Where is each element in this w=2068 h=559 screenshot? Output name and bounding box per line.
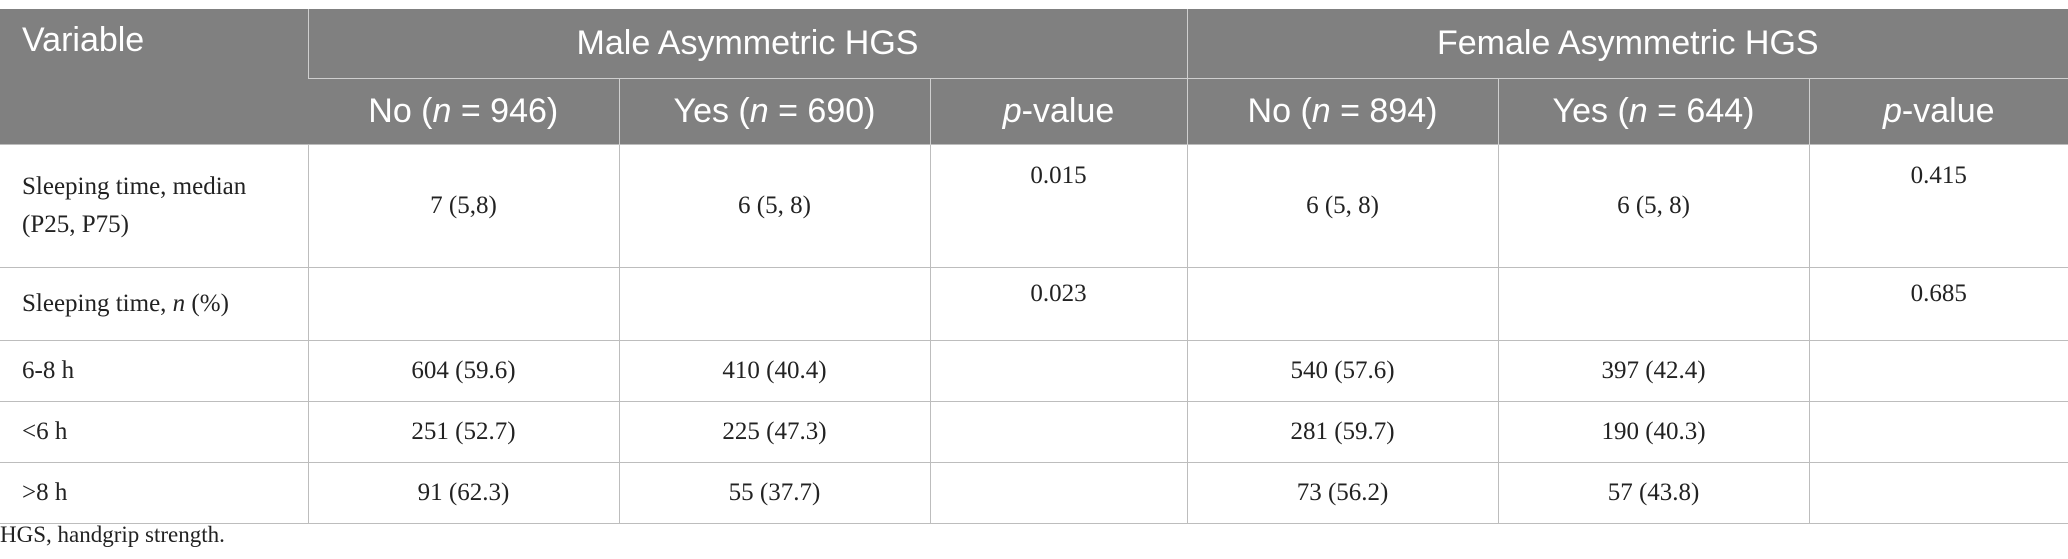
cell-female-yes: 190 (40.3) <box>1497 401 1810 463</box>
cell-female-p <box>1808 401 2068 463</box>
cell-male-p <box>929 340 1188 402</box>
header-row-groups: Variable Male Asymmetric HGS Female Asym… <box>0 9 2068 145</box>
table-row: >8 h 91 (62.3) 55 (37.7) 73 (56.2) 57 (4… <box>0 462 2068 524</box>
cell-female-p: 0.415 <box>1808 144 2068 268</box>
results-table: Variable Male Asymmetric HGS Female Asym… <box>0 9 2068 524</box>
cell-male-yes: 6 (5, 8) <box>618 144 931 268</box>
header-female-yes: Yes (n = 644) <box>1497 78 1810 145</box>
cell-female-no <box>1186 267 1499 341</box>
header-female-group: Female Asymmetric HGS <box>1186 9 2068 79</box>
cell-male-yes: 225 (47.3) <box>618 401 931 463</box>
cell-female-p <box>1808 462 2068 524</box>
table-row: 6-8 h 604 (59.6) 410 (40.4) 540 (57.6) 3… <box>0 340 2068 402</box>
cell-variable: 6-8 h <box>0 340 309 402</box>
header-female-no: No (n = 894) <box>1186 78 1499 145</box>
cell-male-p: 0.015 <box>929 144 1188 268</box>
cell-female-no: 73 (56.2) <box>1186 462 1499 524</box>
table-row: Sleeping time, median (P25, P75) 7 (5,8) … <box>0 144 2068 268</box>
header-female-pvalue: p-value <box>1808 78 2068 145</box>
cell-variable: Sleeping time, n (%) <box>0 267 309 341</box>
header-male-group: Male Asymmetric HGS <box>307 9 1188 79</box>
cell-female-no: 540 (57.6) <box>1186 340 1499 402</box>
cell-female-no: 6 (5, 8) <box>1186 144 1499 268</box>
cell-male-no: 251 (52.7) <box>307 401 620 463</box>
cell-male-no: 91 (62.3) <box>307 462 620 524</box>
table-container: Variable Male Asymmetric HGS Female Asym… <box>0 9 2068 524</box>
table-row: <6 h 251 (52.7) 225 (47.3) 281 (59.7) 19… <box>0 401 2068 463</box>
cell-male-yes <box>618 267 931 341</box>
header-row-subgroups: No (n = 946) Yes (n = 690) p-value No (n… <box>0 78 2068 145</box>
cell-female-p: 0.685 <box>1808 267 2068 341</box>
cell-male-p: 0.023 <box>929 267 1188 341</box>
cell-female-no: 281 (59.7) <box>1186 401 1499 463</box>
cell-female-yes <box>1497 267 1810 341</box>
header-variable: Variable <box>0 9 308 145</box>
cell-male-p <box>929 401 1188 463</box>
cell-variable: >8 h <box>0 462 309 524</box>
cell-male-p <box>929 462 1188 524</box>
header-male-yes: Yes (n = 690) <box>618 78 930 145</box>
cell-female-p <box>1808 340 2068 402</box>
cell-variable: <6 h <box>0 401 309 463</box>
cell-male-no: 7 (5,8) <box>307 144 620 268</box>
table-row: Sleeping time, n (%) 0.023 0.685 <box>0 267 2068 341</box>
cell-male-no: 604 (59.6) <box>307 340 620 402</box>
table-footnote: HGS, handgrip strength. <box>0 522 225 547</box>
cell-female-yes: 6 (5, 8) <box>1497 144 1810 268</box>
cell-male-no <box>307 267 620 341</box>
header-male-no: No (n = 946) <box>308 78 619 145</box>
cell-variable: Sleeping time, median (P25, P75) <box>0 144 309 268</box>
cell-male-yes: 55 (37.7) <box>618 462 931 524</box>
cell-male-yes: 410 (40.4) <box>618 340 931 402</box>
cell-female-yes: 397 (42.4) <box>1497 340 1810 402</box>
header-male-pvalue: p-value <box>929 78 1188 145</box>
cell-female-yes: 57 (43.8) <box>1497 462 1810 524</box>
